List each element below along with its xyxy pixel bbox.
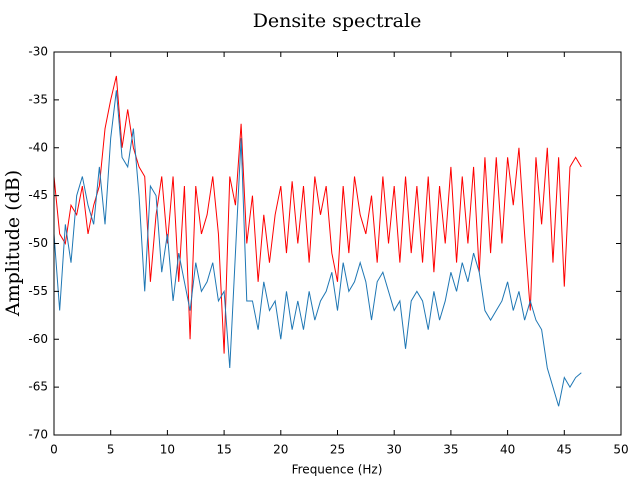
y-tick-label: -30 bbox=[28, 45, 48, 59]
y-tick-label: -35 bbox=[28, 92, 48, 106]
y-tick-label: -45 bbox=[28, 188, 48, 202]
series-line bbox=[53, 75, 582, 354]
chart-title: Densite spectrale bbox=[253, 10, 422, 32]
x-tick-label: 25 bbox=[330, 443, 345, 457]
x-tick-label: 5 bbox=[107, 443, 115, 457]
y-tick-label: -65 bbox=[28, 380, 48, 394]
x-tick-label: 45 bbox=[557, 443, 572, 457]
plot-area bbox=[53, 75, 582, 407]
x-tick-label: 10 bbox=[160, 443, 175, 457]
y-tick-label: -60 bbox=[28, 332, 48, 346]
x-axis-label: Frequence (Hz) bbox=[292, 463, 383, 477]
x-tick-label: 35 bbox=[443, 443, 458, 457]
y-axis-label: Amplitude (dB) bbox=[2, 170, 24, 317]
x-tick-label: 40 bbox=[500, 443, 515, 457]
x-tick-label: 15 bbox=[216, 443, 231, 457]
y-tick-label: -55 bbox=[28, 284, 48, 298]
x-tick-label: 30 bbox=[387, 443, 402, 457]
y-tick-label: -50 bbox=[28, 236, 48, 250]
x-tick-label: 20 bbox=[273, 443, 288, 457]
x-tick-label: 0 bbox=[50, 443, 58, 457]
y-tick-label: -70 bbox=[28, 428, 48, 442]
series-line bbox=[53, 90, 582, 407]
axes-frame bbox=[53, 51, 622, 436]
x-tick-label: 50 bbox=[613, 443, 628, 457]
y-tick-label: -40 bbox=[28, 140, 48, 154]
